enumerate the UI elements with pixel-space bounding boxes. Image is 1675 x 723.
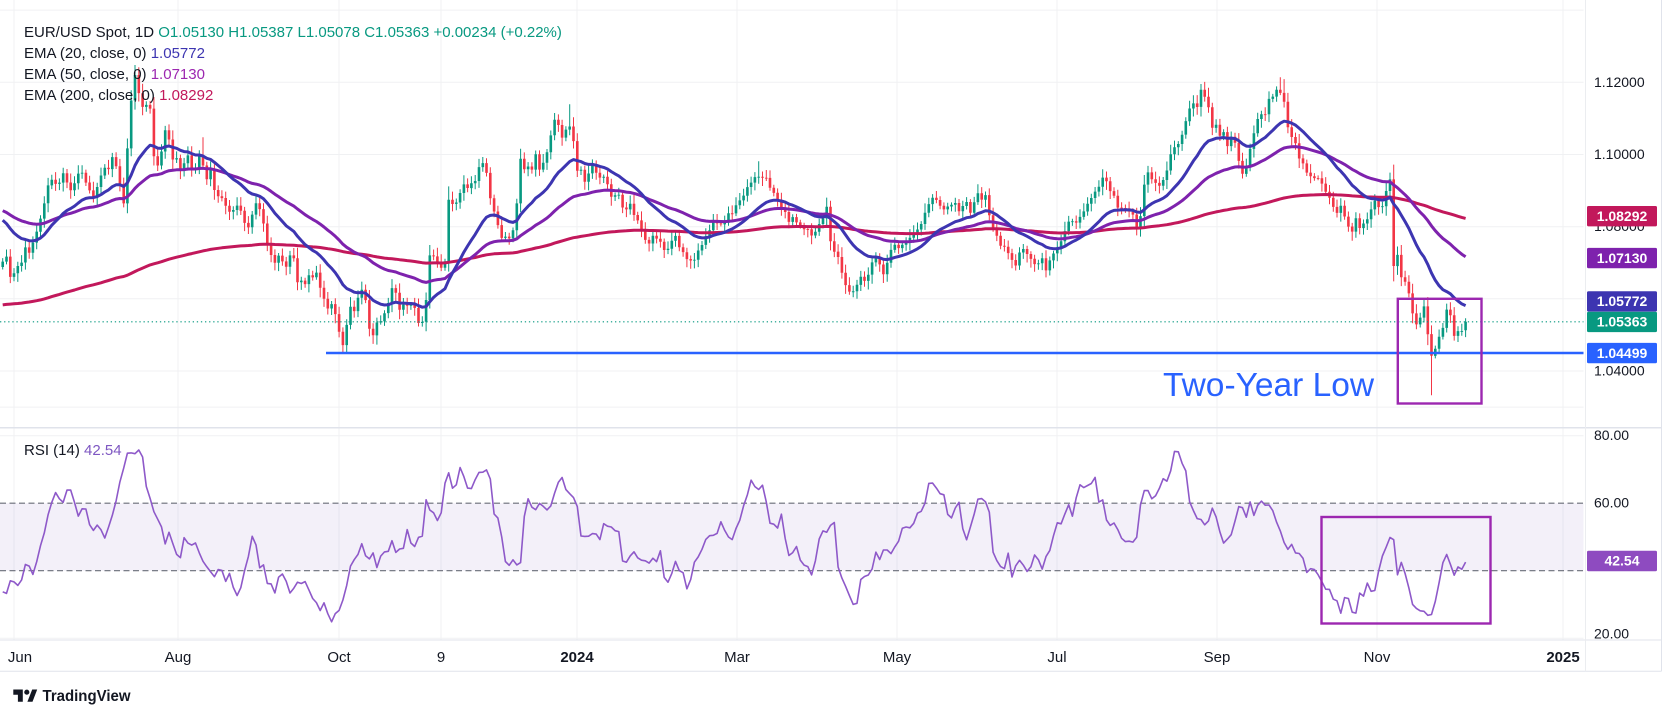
svg-text:9: 9 [437, 649, 445, 666]
svg-text:2025: 2025 [1546, 649, 1579, 666]
svg-text:1.08292: 1.08292 [1597, 208, 1648, 224]
svg-text:60.00: 60.00 [1594, 495, 1629, 511]
svg-text:RSI (14) 42.54: RSI (14) 42.54 [24, 442, 122, 459]
svg-text:1.05363: 1.05363 [1597, 314, 1648, 330]
svg-text:80.00: 80.00 [1594, 427, 1629, 443]
svg-text:TradingView: TradingView [43, 688, 132, 705]
svg-text:EMA (200, close, 0) 1.08292: EMA (200, close, 0) 1.08292 [24, 87, 213, 104]
svg-text:1.04499: 1.04499 [1597, 345, 1648, 361]
svg-text:EMA (50, close, 0) 1.07130: EMA (50, close, 0) 1.07130 [24, 66, 205, 83]
svg-text:20.00: 20.00 [1594, 626, 1629, 642]
svg-text:1.05772: 1.05772 [1597, 293, 1648, 309]
svg-text:Jul: Jul [1047, 649, 1066, 666]
svg-text:1.12000: 1.12000 [1594, 74, 1645, 90]
svg-text:Sep: Sep [1204, 649, 1231, 666]
svg-text:1.07130: 1.07130 [1597, 250, 1648, 266]
svg-text:Nov: Nov [1364, 649, 1391, 666]
svg-text:Jun: Jun [8, 649, 32, 666]
svg-text:EUR/USD Spot, 1D O1.05130 H1: EUR/USD Spot, 1D O1.05130 H1.05387 L1.05… [24, 24, 562, 41]
svg-text:May: May [883, 649, 912, 666]
svg-text:2024: 2024 [560, 649, 594, 666]
svg-text:Aug: Aug [165, 649, 192, 666]
svg-text:Two-Year Low: Two-Year Low [1163, 367, 1375, 404]
svg-text:Oct: Oct [327, 649, 351, 666]
svg-text:42.54: 42.54 [1604, 553, 1639, 569]
svg-text:EMA (20, close, 0) 1.05772: EMA (20, close, 0) 1.05772 [24, 45, 205, 62]
svg-text:Mar: Mar [724, 649, 750, 666]
svg-text:1.04000: 1.04000 [1594, 363, 1645, 379]
svg-text:1.10000: 1.10000 [1594, 146, 1645, 162]
